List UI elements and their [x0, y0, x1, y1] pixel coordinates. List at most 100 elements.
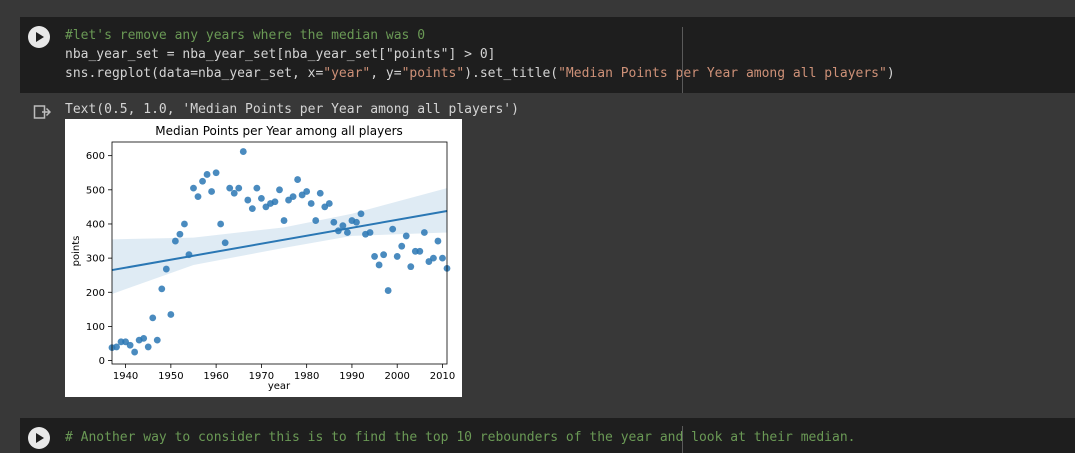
y-axis-label: points	[71, 236, 82, 267]
chart-title: Median Points per Year among all players	[155, 124, 403, 138]
data-point	[371, 253, 378, 260]
axes-layer: 1940 1950 1960 1970 1980 1990 2000 2010 0 100 200 3…	[86, 141, 455, 382]
code-comment: #let's remove any years where the median…	[65, 28, 426, 43]
data-point	[190, 184, 197, 192]
data-point	[248, 205, 256, 212]
x-axis-label: year	[268, 381, 291, 392]
data-point	[149, 314, 157, 322]
y-tick-label: 200	[86, 288, 105, 299]
x-tick-label: 1980	[294, 371, 319, 382]
data-point	[226, 184, 234, 192]
axes-frame	[111, 141, 448, 365]
data-point	[153, 336, 161, 344]
data-point	[208, 188, 215, 195]
data-point	[280, 217, 288, 224]
data-point	[244, 196, 252, 204]
x-tick-label: 1940	[113, 371, 138, 382]
y-tick-label: 300	[86, 254, 105, 265]
regression-line-layer	[111, 210, 448, 272]
data-point	[194, 193, 202, 201]
data-point	[276, 186, 283, 194]
data-point	[366, 229, 374, 236]
y-tick-label: 500	[86, 185, 105, 196]
regression-line	[111, 210, 448, 272]
data-point	[384, 287, 392, 294]
data-point	[353, 218, 360, 226]
run-cell-button[interactable]	[28, 427, 50, 449]
data-point	[181, 220, 188, 228]
data-point	[307, 200, 315, 207]
data-point	[339, 222, 347, 230]
data-point	[253, 184, 261, 192]
data-point	[126, 341, 134, 349]
x-tick-label: 1970	[249, 371, 274, 382]
data-point	[113, 343, 120, 351]
y-tick-label: 400	[86, 219, 105, 230]
y-tick-label: 0	[99, 356, 105, 367]
output-clear-icon[interactable]	[33, 104, 51, 120]
x-tick-label: 2010	[430, 371, 455, 382]
data-point	[303, 188, 311, 195]
data-point	[416, 247, 424, 255]
data-point	[217, 220, 225, 228]
code-line: sns.regplot(data=nba_year_set, x="year",…	[65, 66, 895, 81]
data-point	[430, 254, 437, 262]
data-point	[357, 210, 365, 218]
data-point	[171, 237, 179, 245]
data-point	[330, 218, 338, 226]
data-point	[375, 261, 383, 269]
data-point	[212, 169, 220, 177]
data-point	[162, 265, 170, 273]
x-tick-label: 2000	[384, 371, 409, 382]
data-point	[393, 253, 401, 260]
data-point	[380, 251, 388, 259]
data-point	[434, 237, 442, 245]
data-point	[316, 189, 324, 197]
x-tick-label: 1960	[203, 371, 228, 382]
run-cell-button[interactable]	[28, 26, 50, 48]
data-point	[235, 184, 243, 192]
x-tick-label: 1950	[158, 371, 183, 382]
data-point	[158, 285, 166, 293]
data-point	[289, 193, 297, 201]
data-point	[344, 229, 351, 236]
scatter-points-layer	[108, 148, 451, 356]
code-comment: # Another way to consider this is to fin…	[65, 430, 856, 445]
data-point	[203, 171, 211, 178]
output-text: Text(0.5, 1.0, 'Median Points per Year a…	[65, 102, 519, 117]
data-point	[398, 242, 406, 250]
data-point	[389, 225, 397, 233]
data-point	[312, 217, 320, 224]
play-icon	[36, 32, 44, 42]
data-point	[199, 177, 206, 185]
regplot-chart: Median Points per Year among all players…	[71, 124, 455, 392]
data-point	[402, 232, 410, 240]
code-editor[interactable]: #let's remove any years where the median…	[65, 26, 895, 83]
data-point	[144, 343, 152, 351]
data-point	[176, 230, 184, 238]
code-editor[interactable]: # Another way to consider this is to fin…	[65, 428, 856, 447]
data-point	[325, 200, 333, 207]
data-point	[407, 263, 415, 271]
x-tick-label: 1990	[339, 371, 364, 382]
code-cell-1[interactable]: #let's remove any years where the median…	[20, 17, 1075, 93]
data-point	[294, 176, 302, 183]
data-point	[439, 254, 446, 262]
data-point	[167, 311, 175, 318]
code-line: nba_year_set = nba_year_set[nba_year_set…	[65, 47, 496, 62]
data-point	[230, 189, 238, 197]
editor-ruler	[682, 27, 683, 93]
y-tick-label: 600	[86, 151, 105, 162]
data-point	[131, 348, 139, 356]
play-icon	[36, 433, 44, 443]
editor-ruler	[682, 426, 683, 453]
plot-canvas: Median Points per Year among all players…	[65, 119, 462, 397]
code-cell-2[interactable]: # Another way to consider this is to fin…	[20, 418, 1075, 453]
data-point	[420, 229, 428, 236]
data-point	[140, 334, 148, 342]
data-point	[239, 148, 247, 155]
data-point	[271, 198, 279, 206]
data-point	[257, 194, 265, 202]
y-tick-label: 100	[86, 322, 105, 333]
data-point	[221, 239, 229, 247]
